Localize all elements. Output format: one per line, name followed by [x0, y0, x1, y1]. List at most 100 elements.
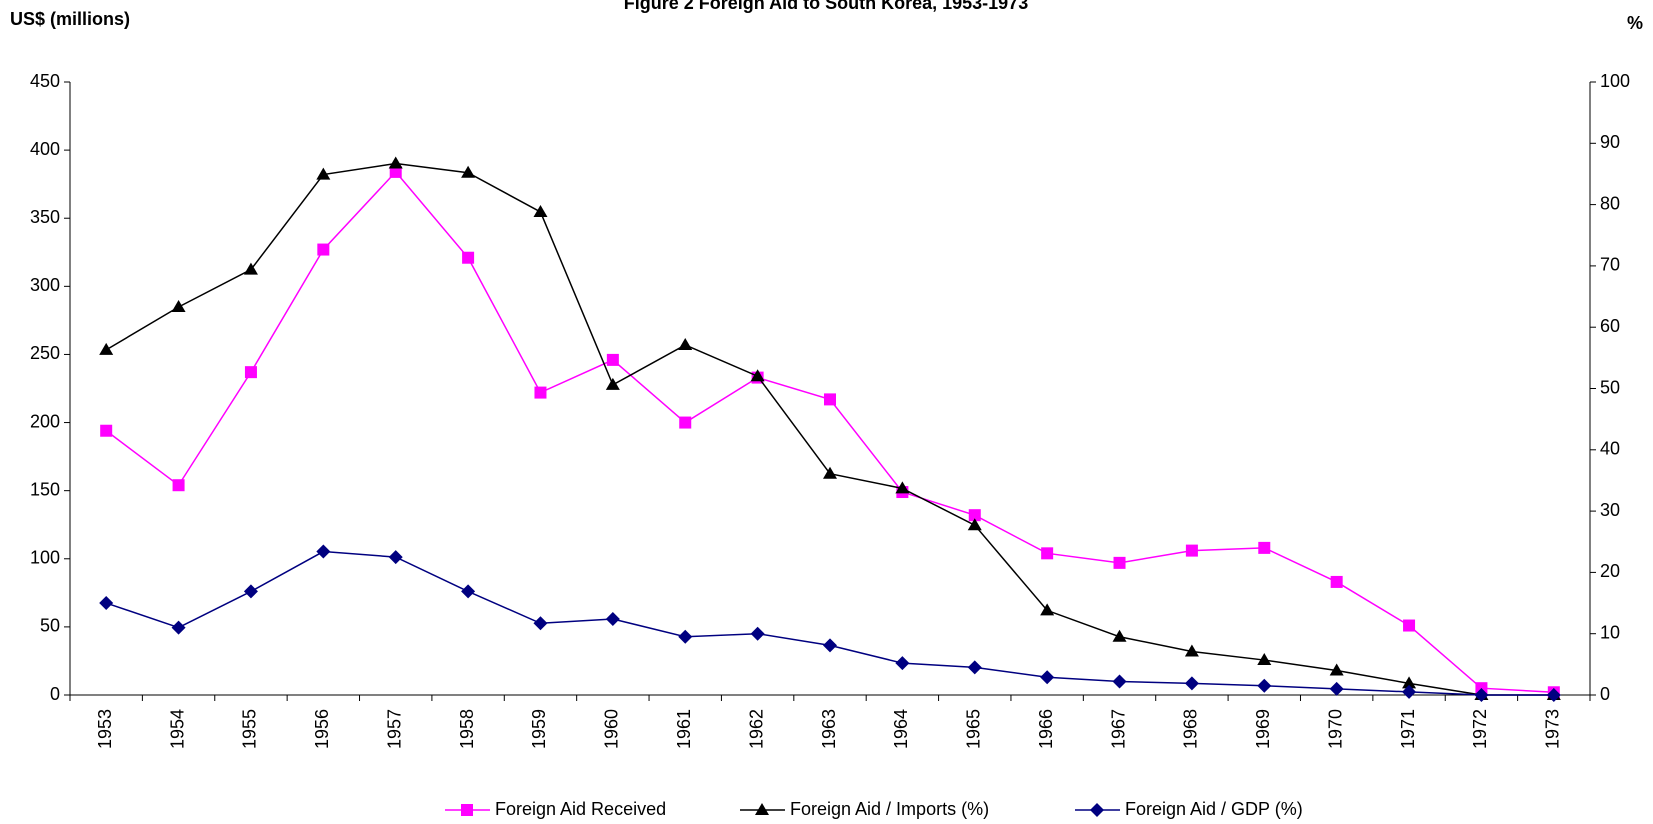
x-tick-label: 1958	[457, 709, 477, 749]
point	[750, 369, 765, 382]
x-tick-label: 1954	[167, 709, 187, 749]
x-tick-label: 1973	[1543, 709, 1563, 749]
point	[533, 204, 548, 217]
legend-label: Foreign Aid / Imports (%)	[790, 799, 989, 819]
y-tick-label: 250	[30, 343, 60, 363]
y-tick-label: 450	[30, 71, 60, 91]
point	[99, 596, 114, 611]
y2-tick-label: 70	[1600, 255, 1620, 275]
point	[1403, 619, 1416, 632]
x-tick-label: 1953	[95, 709, 115, 749]
x-tick-label: 1963	[819, 709, 839, 749]
x-tick-label: 1966	[1036, 709, 1056, 749]
point	[243, 584, 258, 599]
point	[895, 481, 910, 494]
point	[1113, 556, 1126, 569]
point	[171, 299, 186, 312]
legend-marker	[755, 803, 769, 815]
point	[533, 616, 548, 631]
point	[316, 544, 331, 559]
point	[679, 416, 692, 429]
point	[461, 165, 476, 178]
point	[1402, 684, 1417, 699]
x-tick-label: 1961	[674, 709, 694, 749]
point	[388, 156, 403, 169]
point	[1184, 644, 1199, 657]
point	[1184, 676, 1199, 691]
y-tick-label: 0	[50, 684, 60, 704]
y2-tick-label: 20	[1600, 561, 1620, 581]
point	[895, 656, 910, 671]
y-tick-label: 150	[30, 479, 60, 499]
point	[823, 638, 837, 653]
point	[316, 167, 331, 180]
point	[824, 393, 836, 406]
point	[1257, 678, 1272, 693]
point	[1041, 547, 1054, 560]
point	[1185, 544, 1198, 557]
point	[678, 629, 693, 644]
point	[1402, 676, 1417, 689]
point	[244, 366, 257, 379]
legend-label: Foreign Aid / GDP (%)	[1125, 799, 1303, 819]
y-tick-label: 200	[30, 411, 60, 431]
point	[606, 353, 619, 366]
x-tick-label: 1971	[1398, 709, 1418, 749]
x-tick-label: 1967	[1108, 709, 1128, 749]
series-line	[105, 162, 1554, 696]
point	[1329, 663, 1344, 676]
point	[968, 509, 981, 522]
x-tick-label: 1962	[746, 709, 766, 749]
point	[1258, 541, 1271, 554]
point	[1329, 681, 1344, 696]
x-tick-label: 1970	[1325, 709, 1345, 749]
point	[678, 337, 693, 350]
legend-label: Foreign Aid Received	[495, 799, 666, 819]
y-tick-label: 300	[30, 275, 60, 295]
y-tick-label: 50	[40, 616, 60, 636]
y2-tick-label: 30	[1600, 500, 1620, 520]
x-tick-label: 1968	[1181, 709, 1201, 749]
legend-marker	[461, 804, 473, 816]
y-tick-label: 350	[30, 207, 60, 227]
y2-tick-label: 50	[1600, 377, 1620, 397]
point	[1474, 688, 1489, 702]
point	[1257, 653, 1272, 666]
y2-axis-label: %	[1627, 13, 1643, 33]
y2-tick-label: 100	[1600, 71, 1630, 91]
point	[462, 251, 475, 264]
point	[243, 262, 258, 275]
x-tick-label: 1969	[1253, 709, 1273, 749]
y-tick-label: 400	[30, 139, 60, 159]
x-tick-label: 1957	[384, 709, 404, 749]
y2-tick-label: 0	[1600, 684, 1610, 704]
point	[461, 584, 476, 599]
y-tick-label: 100	[30, 548, 60, 568]
x-tick-label: 1964	[891, 709, 911, 749]
point	[100, 424, 113, 437]
point	[823, 466, 837, 479]
point	[1330, 575, 1343, 588]
point	[967, 660, 982, 675]
point	[171, 620, 186, 635]
point	[172, 479, 185, 492]
y2-tick-label: 40	[1600, 439, 1620, 459]
legend-marker	[1090, 803, 1104, 817]
x-tick-label: 1960	[602, 709, 622, 749]
point	[1112, 674, 1127, 689]
y2-tick-label: 80	[1600, 193, 1620, 213]
x-tick-label: 1955	[240, 709, 260, 749]
chart-title: Figure 2 Foreign Aid to South Korea, 195…	[624, 0, 1028, 13]
y-axis-label: US$ (millions)	[10, 9, 130, 29]
y2-tick-label: 60	[1600, 316, 1620, 336]
point	[317, 243, 330, 256]
point	[1040, 670, 1055, 685]
x-tick-label: 1956	[312, 709, 332, 749]
point	[389, 165, 402, 178]
y2-tick-label: 90	[1600, 132, 1620, 152]
point	[1546, 688, 1561, 702]
point	[967, 518, 982, 531]
point	[99, 342, 114, 355]
y2-tick-label: 10	[1600, 622, 1620, 642]
